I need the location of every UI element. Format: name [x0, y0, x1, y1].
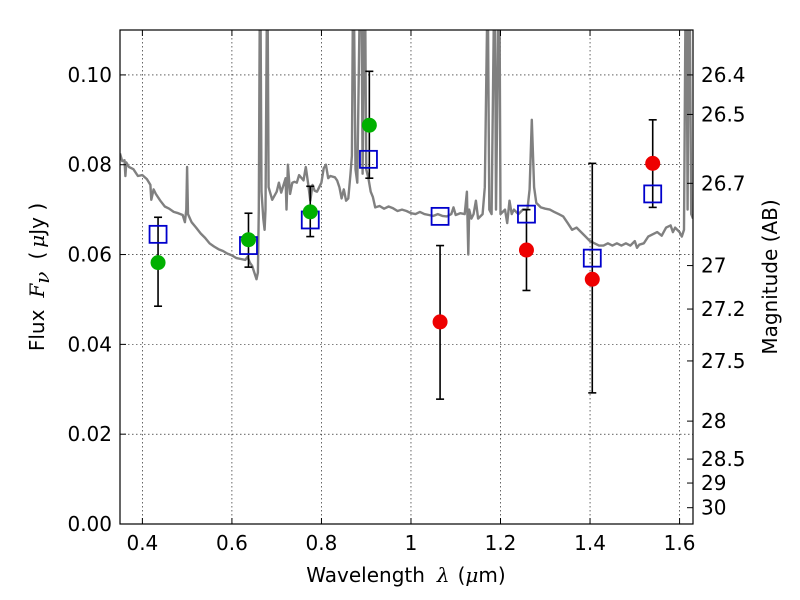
x-axis-label: Wavelength λ (μm)	[306, 563, 505, 587]
detection-series	[150, 117, 377, 271]
y-axis-label-symbol: F	[25, 283, 49, 299]
measurement-point	[518, 242, 534, 258]
model-point-square	[643, 184, 663, 204]
x-axis-label-unit-open: (	[458, 563, 466, 587]
magnitude-tick-label: 27	[701, 254, 726, 278]
y-tick-label: 0.00	[67, 512, 112, 536]
measurement-point	[584, 271, 600, 287]
measurement-point	[645, 155, 661, 171]
y-tick-label: 0.08	[67, 153, 112, 177]
magnitude-tick-label: 27.2	[701, 297, 746, 321]
x-tick-label: 0.4	[126, 531, 158, 555]
y-axis-label: Flux Fν ( μJy )	[25, 203, 54, 351]
errorbars	[154, 70, 657, 400]
magnitude-tick-label: 26.4	[701, 63, 746, 87]
y-axis-label-subscript: ν	[30, 272, 54, 284]
x-axis-label-unit-mu: μ	[465, 563, 478, 587]
x-axis-label-unit-rest: m)	[478, 563, 505, 587]
measurement-series	[432, 155, 661, 330]
x-tick-label: 0.8	[306, 531, 338, 555]
model-point-square	[430, 206, 450, 226]
spectrum-series	[120, 30, 693, 281]
magnitude-tick-label: 28.5	[701, 447, 746, 471]
spectrum-line	[120, 30, 693, 281]
magnitude-tick-label: 26.5	[701, 102, 746, 126]
x-axis-ticks: 0.4 0.6 0.8 1 1.2 1.4 1.6	[126, 30, 695, 555]
y-axis-label-prefix: Flux	[25, 309, 49, 351]
x-tick-label: 1	[405, 531, 418, 555]
detection-point	[302, 204, 318, 220]
model-point-square	[359, 149, 378, 169]
x-tick-label: 1.4	[574, 531, 606, 555]
magnitude-tick-label: 27.5	[701, 349, 746, 373]
y-axis-ticks: 0.00 0.02 0.04 0.06 0.08 0.10	[67, 63, 126, 536]
model-points-series	[148, 149, 663, 268]
y-axis-label-unit-rest: Jy )	[25, 203, 49, 237]
model-point-square	[582, 248, 602, 268]
magnitude-tick-label: 28	[701, 409, 726, 433]
y-axis-label-unit-mu: μ	[25, 235, 49, 248]
grid-lines	[120, 30, 693, 525]
detection-point	[240, 232, 256, 248]
magnitude-axis-label: Magnitude (AB)	[758, 199, 782, 354]
x-axis-label-prefix: Wavelength	[306, 563, 425, 587]
y-axis-label-unit-open: (	[25, 252, 49, 260]
x-tick-label: 0.6	[216, 531, 248, 555]
y-tick-label: 0.02	[67, 422, 112, 446]
model-point-square	[148, 224, 168, 244]
magnitude-tick-label: 26.7	[701, 171, 746, 195]
model-point-square	[517, 204, 536, 224]
x-tick-label: 1.6	[664, 531, 696, 555]
plot-frame	[119, 29, 694, 525]
y-tick-label: 0.06	[67, 243, 112, 267]
x-tick-label: 1.2	[485, 531, 517, 555]
magnitude-tick-label: 29	[701, 471, 726, 495]
magnitude-tick-label: 30	[701, 496, 726, 520]
detection-point	[361, 117, 377, 133]
detection-point	[150, 255, 166, 271]
x-axis-label-symbol: λ	[436, 563, 450, 587]
y-tick-label: 0.04	[67, 332, 112, 356]
measurement-point	[432, 314, 448, 330]
y-tick-label: 0.10	[67, 63, 112, 87]
